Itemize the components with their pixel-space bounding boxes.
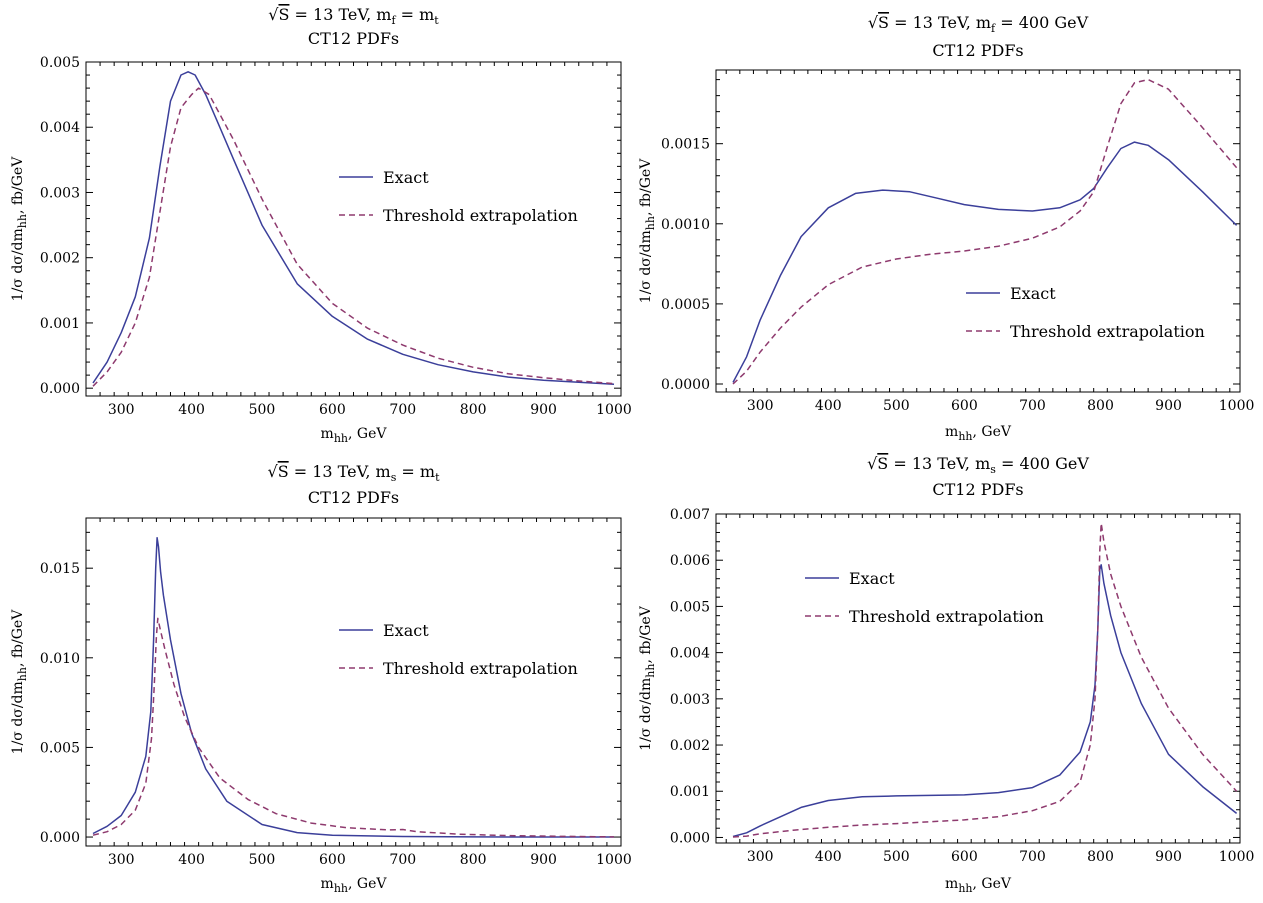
series-line-exact: [92, 536, 614, 838]
legend-label-exact: Exact: [383, 621, 429, 640]
plot-frame: [715, 69, 1241, 393]
y-tick-label: 0.003: [670, 692, 710, 708]
y-tick-label: 0.000: [40, 381, 80, 397]
x-tick-label: 600: [319, 402, 346, 418]
x-tick-label: 700: [1019, 398, 1046, 414]
chart-panel-bottom-left: √S = 13 TeV, ms = mt CT12 PDFs 300 400 500 60…: [10, 462, 632, 895]
y-tick-label: 0.005: [40, 740, 80, 756]
legend-label-threshold: Threshold extrapolation: [849, 607, 1044, 626]
y-tick-label: 0.001: [670, 784, 710, 800]
series-line-threshold: [92, 87, 615, 387]
x-tick-label: 400: [178, 852, 205, 868]
x-tick-label: 700: [389, 852, 416, 868]
x-tick-label: 600: [319, 852, 346, 868]
y-tick-label: 0.000: [40, 830, 80, 846]
y-axis-label: 1/σ dσ/dmhh, fb/GeV: [638, 158, 657, 304]
chart-panel-top-right: √S = 13 TeV, mf = 400 GeV CT12 PDFs 300 400…: [638, 13, 1254, 443]
series-line-threshold: [732, 522, 1238, 838]
plot-frame: [85, 61, 622, 397]
chart-title: √S = 13 TeV, ms = 400 GeV: [867, 454, 1089, 476]
x-tick-label: 600: [951, 398, 978, 414]
x-tick-label: 600: [951, 849, 978, 865]
plot-frame: [85, 517, 622, 847]
series-line-exact: [732, 141, 1238, 383]
x-axis-label: mhh, GeV: [945, 876, 1012, 895]
x-tick-label: 500: [883, 398, 910, 414]
legend-label-threshold: Threshold extrapolation: [1010, 322, 1205, 341]
chart-subtitle: CT12 PDFs: [308, 488, 399, 507]
legend-label-exact: Exact: [849, 569, 895, 588]
y-tick-label: 0.0010: [661, 217, 710, 233]
x-tick-label: 800: [460, 402, 487, 418]
x-tick-label: 700: [1019, 849, 1046, 865]
x-tick-label: 500: [249, 402, 276, 418]
legend-label-exact: Exact: [1010, 284, 1056, 303]
x-axis-label: mhh, GeV: [321, 426, 388, 445]
x-tick-label: 800: [460, 852, 487, 868]
x-tick-label: 1000: [596, 852, 632, 868]
y-tick-label: 0.0000: [661, 377, 710, 393]
y-tick-label: 0.004: [670, 646, 710, 662]
y-tick-label: 0.005: [670, 599, 710, 615]
y-tick-label: 0.0015: [661, 137, 710, 153]
x-tick-label: 500: [883, 849, 910, 865]
chart-title: √S = 13 TeV, mf = 400 GeV: [868, 13, 1089, 35]
y-tick-label: 0.002: [40, 251, 80, 267]
y-tick-label: 0.001: [40, 316, 80, 332]
x-tick-label: 1000: [596, 402, 632, 418]
y-tick-label: 0.004: [40, 120, 80, 136]
y-tick-label: 0.006: [670, 553, 710, 569]
x-tick-label: 900: [530, 402, 557, 418]
y-tick-label: 0.007: [670, 507, 710, 523]
chart-subtitle: CT12 PDFs: [308, 29, 399, 48]
x-tick-label: 300: [747, 849, 774, 865]
chart-panel-top-left: √S = 13 TeV, mf = mt CT12 PDFs 300 400 500 60…: [10, 5, 632, 445]
x-tick-label: 300: [108, 852, 135, 868]
y-axis-label: 1/σ dσ/dmhh, fb/GeV: [10, 609, 29, 755]
y-axis-label: 1/σ dσ/dmhh, fb/GeV: [10, 156, 29, 302]
x-tick-label: 400: [815, 398, 842, 414]
x-tick-label: 1000: [1219, 849, 1255, 865]
chart-subtitle: CT12 PDFs: [932, 41, 1023, 60]
y-tick-label: 0.015: [40, 561, 80, 577]
x-tick-label: 800: [1087, 398, 1114, 414]
x-tick-label: 300: [108, 402, 135, 418]
y-tick-label: 0.000: [670, 830, 710, 846]
x-axis-label: mhh, GeV: [945, 424, 1012, 443]
y-tick-label: 0.003: [40, 185, 80, 201]
legend-label-threshold: Threshold extrapolation: [383, 659, 578, 678]
x-tick-label: 800: [1087, 849, 1114, 865]
x-tick-label: 700: [389, 402, 416, 418]
legend-label-exact: Exact: [383, 168, 429, 187]
chart-title: √S = 13 TeV, mf = mt: [268, 5, 439, 27]
x-tick-label: 1000: [1219, 398, 1255, 414]
chart-panel-bottom-right: √S = 13 TeV, ms = 400 GeV CT12 PDFs 300 400…: [638, 454, 1254, 895]
series-line-exact: [92, 71, 615, 386]
x-axis-label: mhh, GeV: [321, 876, 388, 895]
plot-frame: [715, 513, 1241, 844]
y-tick-label: 0.002: [670, 738, 710, 754]
x-tick-label: 900: [1155, 398, 1182, 414]
x-tick-label: 400: [815, 849, 842, 865]
series-line-threshold: [732, 78, 1238, 385]
x-tick-label: 900: [530, 852, 557, 868]
y-tick-label: 0.010: [40, 651, 80, 667]
series-line-exact: [732, 564, 1238, 838]
chart-title: √S = 13 TeV, ms = mt: [267, 462, 440, 484]
x-tick-label: 500: [249, 852, 276, 868]
y-axis-label: 1/σ dσ/dmhh, fb/GeV: [638, 605, 657, 751]
x-tick-label: 300: [747, 398, 774, 414]
chart-subtitle: CT12 PDFs: [932, 480, 1023, 499]
y-tick-label: 0.0005: [661, 297, 710, 313]
series-line-threshold: [92, 617, 615, 838]
x-tick-label: 900: [1155, 849, 1182, 865]
y-tick-label: 0.005: [40, 55, 80, 71]
x-tick-label: 400: [178, 402, 205, 418]
legend-label-threshold: Threshold extrapolation: [383, 206, 578, 225]
